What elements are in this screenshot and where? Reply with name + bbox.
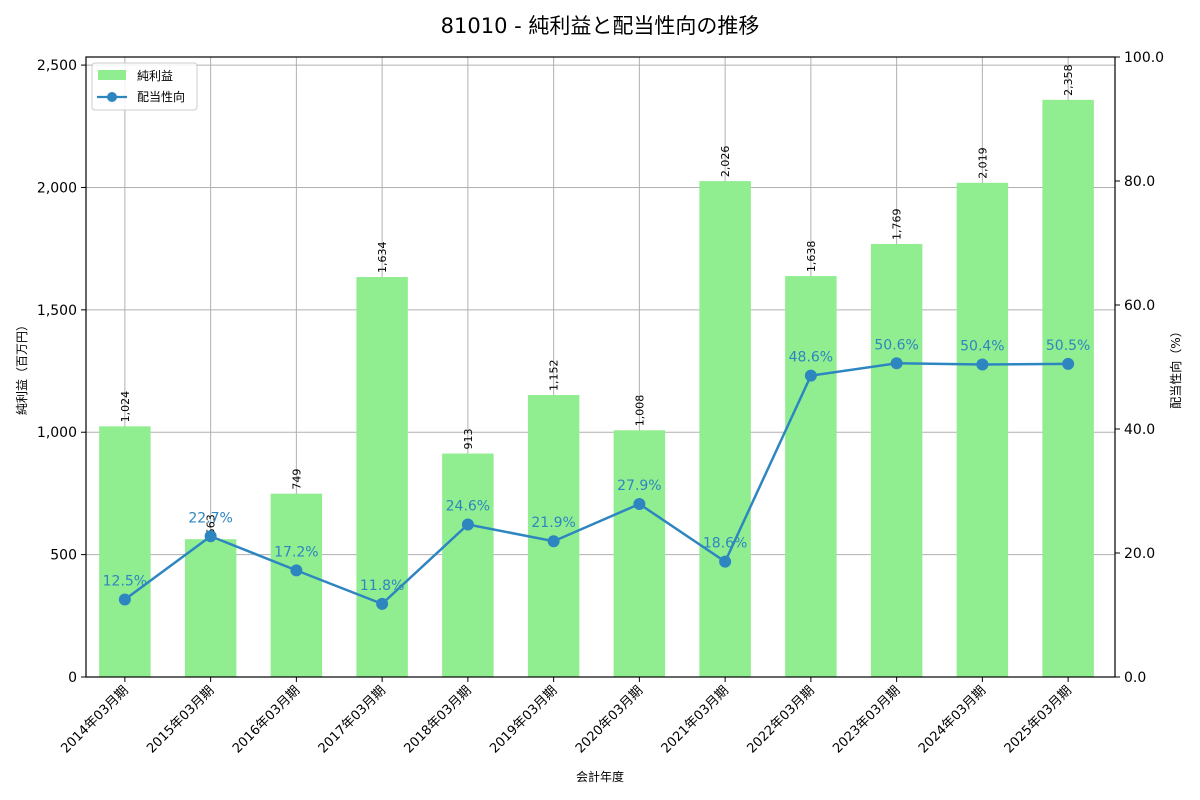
line-marker (204, 530, 217, 543)
bar (270, 493, 323, 677)
line-marker (719, 555, 732, 568)
left-y-axis-label: 純利益（百万円） (15, 319, 29, 415)
x-tick-label: 2018年03月期 (401, 683, 474, 756)
line-value-label: 50.4% (960, 339, 1004, 355)
x-tick-label: 2016年03月期 (230, 683, 303, 756)
y-tick-label: 1,500 (37, 303, 77, 319)
legend-label-payout-ratio: 配当性向 (137, 89, 185, 104)
line-value-label: 27.9% (617, 478, 661, 494)
line-marker (290, 564, 303, 577)
legend-marker-icon (107, 92, 117, 102)
bar-value-label: 2,019 (976, 147, 989, 179)
bar-value-label: 2,026 (719, 146, 732, 178)
legend-label-net-income: 純利益 (137, 69, 173, 83)
x-tick-label: 2014年03月期 (58, 683, 131, 756)
y-tick-label: 2,500 (37, 58, 77, 74)
line-value-label: 18.6% (703, 536, 747, 552)
bar-value-label: 2,358 (1062, 64, 1075, 96)
x-axis: 2014年03月期 2015年03月期 2016年03月期 2017年03月期 2018… (58, 677, 1075, 757)
bar-value-label: 1,008 (633, 395, 646, 427)
x-tick-label: 2024年03月期 (916, 683, 989, 756)
line-marker (890, 357, 903, 370)
bar (1042, 99, 1094, 677)
bar (699, 181, 751, 677)
payout-line (124, 362, 1069, 606)
x-tick-label: 2017年03月期 (316, 683, 389, 756)
y-tick-label: 500 (50, 548, 77, 564)
line-marker (118, 593, 131, 606)
line-marker (1062, 357, 1075, 370)
bar (956, 182, 1009, 678)
line-value-labels: 12.5% 22.7% 17.2% 11.8% 24.6% 21.9% 27.9% 18.6%… (103, 337, 1091, 594)
bar-value-label: 1,634 (376, 242, 389, 274)
bar (356, 277, 408, 677)
bar-value-labels: 1,024 563 749 1,634 913 1,152 1,008 2,026 1,638 1… (119, 64, 1075, 535)
y2-tick-label: 20.0 (1124, 546, 1155, 562)
chart-title: 81010 - 純利益と配当性向の推移 (441, 14, 760, 38)
y-tick-label: 2,000 (37, 180, 77, 196)
line-value-label: 22.7% (188, 510, 232, 526)
bar-series-net-income (99, 99, 1094, 678)
line-value-label: 17.2% (274, 544, 318, 560)
line-value-label: 50.6% (874, 337, 918, 353)
bar-value-label: 1,152 (548, 360, 561, 392)
y-tick-label: 1,000 (37, 425, 77, 441)
bar (785, 276, 837, 677)
bar-value-label: 913 (462, 429, 475, 450)
right-y-axis-label: 配当性向（%） (1168, 325, 1183, 408)
x-tick-label: 2023年03月期 (830, 683, 903, 756)
bar (870, 244, 923, 678)
line-value-label: 24.6% (446, 498, 490, 514)
line-marker (633, 498, 646, 511)
line-marker (804, 369, 817, 382)
line-series-payout-ratio (118, 357, 1075, 610)
x-tick-label: 2015年03月期 (144, 683, 217, 756)
x-axis-label: 会計年度 (576, 769, 624, 784)
x-tick-label: 2019年03月期 (487, 683, 560, 756)
y2-tick-label: 60.0 (1124, 298, 1155, 314)
bar-value-label: 563 (205, 514, 218, 535)
legend-bar-swatch-icon (98, 70, 126, 80)
line-value-label: 11.8% (360, 578, 404, 594)
right-y-axis: 0.0 20.0 40.0 60.0 80.0 100.0 (1115, 50, 1164, 686)
legend: 純利益 配当性向 (91, 62, 198, 111)
bar (99, 426, 151, 677)
y2-tick-label: 100.0 (1124, 50, 1164, 66)
bar-value-label: 1,769 (891, 209, 904, 241)
x-tick-label: 2025年03月期 (1002, 683, 1075, 756)
x-tick-label: 2020年03月期 (573, 683, 646, 756)
line-marker (461, 518, 474, 531)
line-value-label: 21.9% (531, 515, 575, 531)
x-tick-label: 2021年03月期 (659, 683, 732, 756)
line-marker (976, 358, 989, 371)
line-marker (547, 535, 560, 548)
left-y-axis: 0 500 1,000 1,500 2,000 2,500 (37, 58, 86, 686)
bar-value-label: 1,638 (805, 241, 818, 273)
line-value-label: 12.5% (103, 574, 147, 590)
bar-value-label: 1,024 (119, 391, 132, 423)
x-tick-label: 2022年03月期 (744, 683, 817, 756)
y2-tick-label: 0.0 (1124, 670, 1146, 686)
line-marker (376, 597, 389, 610)
bar (613, 430, 666, 677)
y2-tick-label: 40.0 (1124, 422, 1155, 438)
y-tick-label: 0 (68, 670, 77, 686)
bar-value-label: 749 (290, 469, 303, 490)
bar (184, 539, 237, 677)
line-value-label: 48.6% (789, 350, 833, 366)
bar (442, 453, 494, 677)
y2-tick-label: 80.0 (1124, 174, 1155, 190)
plot-frame (85, 56, 1116, 678)
line-value-label: 50.5% (1046, 338, 1090, 354)
